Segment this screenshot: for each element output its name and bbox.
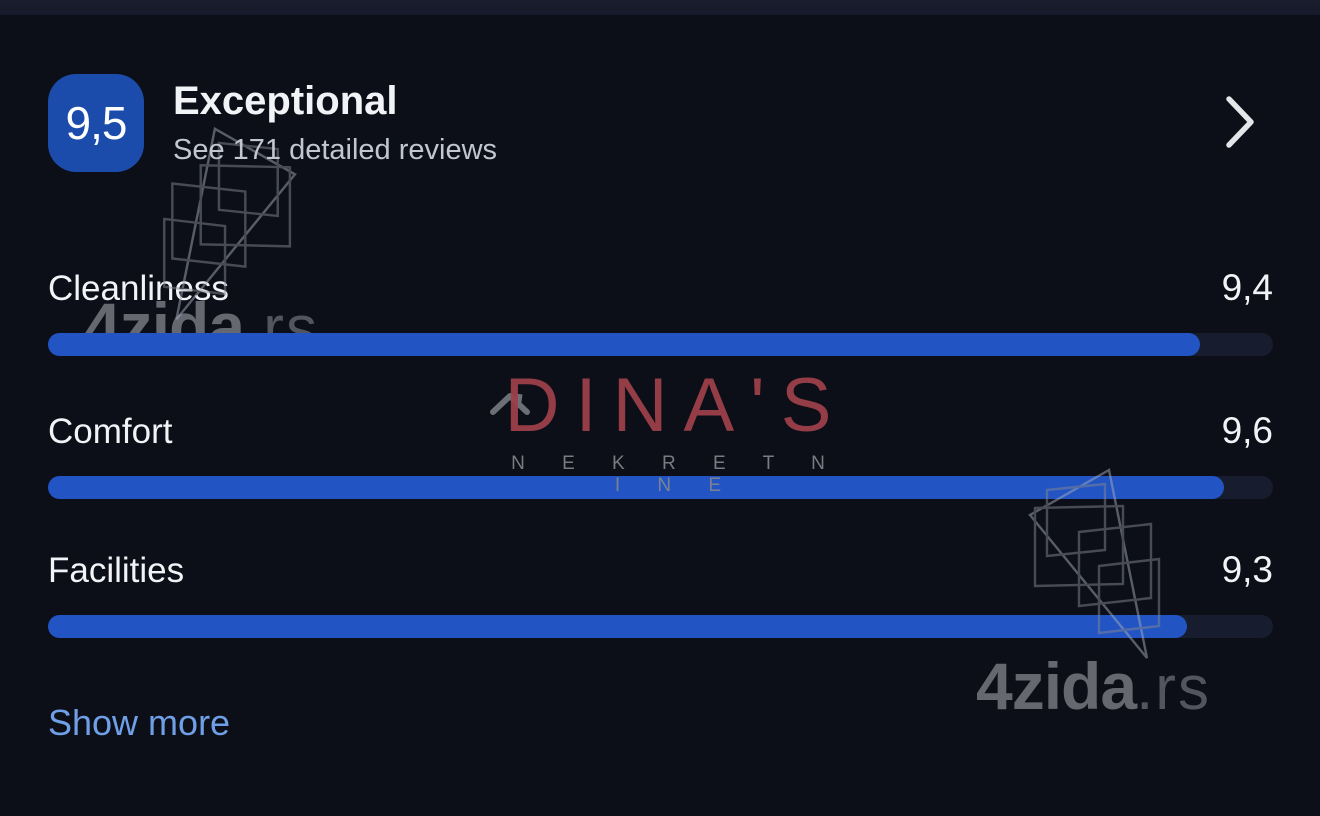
score-badge: 9,5 <box>48 74 144 172</box>
chevron-right-icon <box>1224 94 1256 153</box>
rating-value: 9,3 <box>1221 549 1273 590</box>
watermark-site-suffix: .rs <box>1136 654 1211 723</box>
4zida-text-watermark: 4zida.rs <box>976 648 1211 724</box>
rating-label: Cleanliness <box>48 269 229 308</box>
rating-row-comfort: Comfort 9,6 <box>48 409 1273 499</box>
rating-bar-fill <box>48 333 1200 356</box>
top-strip <box>0 0 1320 15</box>
summary-text: Exceptional See 171 detailed reviews <box>173 79 497 167</box>
rating-bar-track <box>48 615 1273 638</box>
open-reviews-button[interactable] <box>1210 74 1270 172</box>
rating-value: 9,4 <box>1221 267 1273 308</box>
rating-label: Comfort <box>48 412 173 451</box>
rating-bar-fill <box>48 615 1188 638</box>
rating-label: Facilities <box>48 551 185 590</box>
show-more-link[interactable]: Show more <box>48 702 231 743</box>
summary-title: Exceptional <box>173 79 398 123</box>
review-summary-row[interactable]: 9,5 Exceptional See 171 detailed reviews <box>48 74 1270 172</box>
detailed-reviews-link[interactable]: See 171 detailed reviews <box>173 134 498 166</box>
score-badge-value: 9,5 <box>65 97 128 149</box>
rating-row-cleanliness: Cleanliness 9,4 <box>48 266 1273 356</box>
rating-bar-track <box>48 333 1273 356</box>
watermark-site-name: 4zida <box>976 649 1137 723</box>
rating-bar-track <box>48 476 1273 499</box>
rating-value: 9,6 <box>1221 410 1273 451</box>
rating-row-facilities: Facilities 9,3 <box>48 548 1273 638</box>
rating-bar-fill <box>48 476 1224 499</box>
